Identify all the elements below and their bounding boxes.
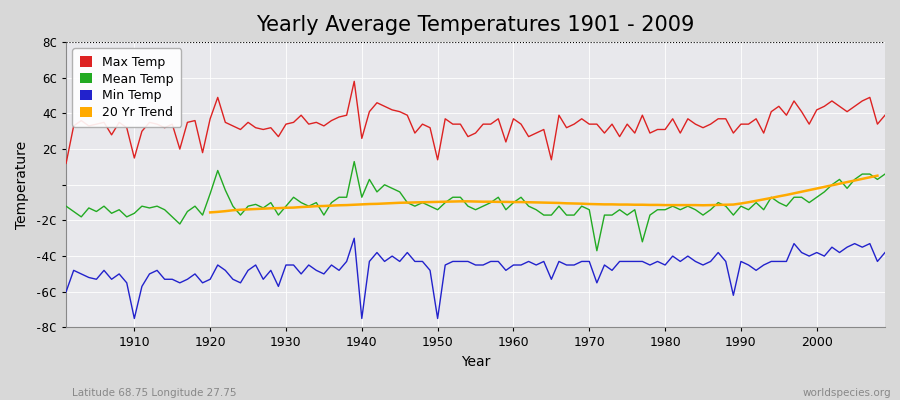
20 Yr Trend <box>463 199 473 204</box>
Line: Min Temp: Min Temp <box>66 238 885 318</box>
Min Temp <box>129 316 140 321</box>
Min Temp <box>523 259 534 264</box>
Max Temp <box>288 120 299 125</box>
Line: Mean Temp: Mean Temp <box>66 162 885 251</box>
20 Yr Trend <box>796 189 807 194</box>
20 Yr Trend <box>872 173 883 178</box>
20 Yr Trend <box>288 205 299 210</box>
Mean Temp <box>879 172 890 176</box>
20 Yr Trend <box>205 210 216 215</box>
20 Yr Trend <box>546 200 557 205</box>
Max Temp <box>122 125 132 130</box>
Mean Temp <box>334 195 345 200</box>
Min Temp <box>296 272 307 276</box>
Text: Latitude 68.75 Longitude 27.75: Latitude 68.75 Longitude 27.75 <box>72 388 237 398</box>
Line: 20 Yr Trend: 20 Yr Trend <box>211 176 878 212</box>
Mean Temp <box>288 195 299 200</box>
Max Temp <box>508 116 519 121</box>
Mean Temp <box>122 214 132 219</box>
Min Temp <box>122 280 132 285</box>
20 Yr Trend <box>273 206 284 210</box>
Max Temp <box>607 122 617 126</box>
Min Temp <box>60 289 71 294</box>
Min Temp <box>516 263 526 268</box>
Min Temp <box>341 259 352 264</box>
Min Temp <box>614 259 625 264</box>
Mean Temp <box>614 207 625 212</box>
Title: Yearly Average Temperatures 1901 - 2009: Yearly Average Temperatures 1901 - 2009 <box>256 15 695 35</box>
Mean Temp <box>60 204 71 208</box>
X-axis label: Year: Year <box>461 355 491 369</box>
Mean Temp <box>349 159 360 164</box>
Legend: Max Temp, Mean Temp, Min Temp, 20 Yr Trend: Max Temp, Mean Temp, Min Temp, 20 Yr Tre… <box>72 48 181 127</box>
Min Temp <box>349 236 360 241</box>
Mean Temp <box>508 200 519 205</box>
Min Temp <box>879 250 890 255</box>
Mean Temp <box>591 248 602 253</box>
Mean Temp <box>516 195 526 200</box>
Max Temp <box>516 122 526 126</box>
20 Yr Trend <box>341 203 352 208</box>
Max Temp <box>349 79 360 84</box>
Max Temp <box>60 161 71 166</box>
Y-axis label: Temperature: Temperature <box>15 141 29 229</box>
Line: Max Temp: Max Temp <box>66 81 885 163</box>
Max Temp <box>334 115 345 120</box>
Text: worldspecies.org: worldspecies.org <box>803 388 891 398</box>
Max Temp <box>879 113 890 118</box>
